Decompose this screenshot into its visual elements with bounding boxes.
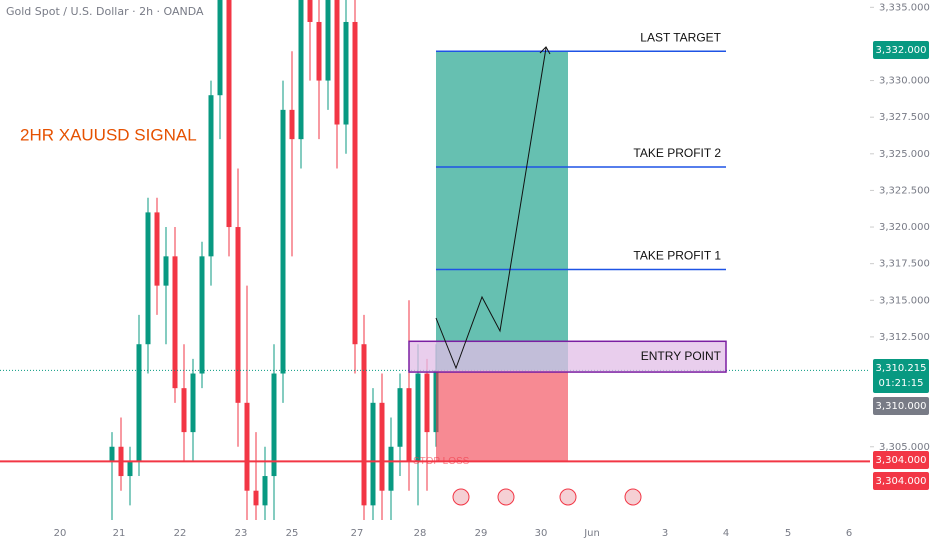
candle-body bbox=[136, 344, 142, 462]
candle-body bbox=[190, 373, 196, 433]
stop-loss-label: STOP LOSS bbox=[413, 456, 470, 467]
candle-body bbox=[406, 388, 412, 462]
y-tick-label: 3,320.000 bbox=[879, 222, 930, 233]
candle-body bbox=[379, 402, 385, 491]
candle-body bbox=[271, 373, 277, 477]
y-tick-label: 3,315.000 bbox=[879, 295, 930, 306]
target-label: LAST TARGET bbox=[640, 30, 721, 44]
price-tag bbox=[873, 472, 929, 490]
price-tag-label: 3,304.000 bbox=[876, 455, 927, 466]
x-tick-label: 28 bbox=[414, 528, 427, 539]
candle-body bbox=[262, 476, 268, 506]
candle-body bbox=[280, 109, 286, 374]
candle-body bbox=[253, 490, 259, 506]
price-tag-label: 3,304.000 bbox=[876, 476, 927, 487]
price-tag bbox=[873, 397, 929, 415]
candle-body bbox=[325, 0, 331, 81]
candle-body bbox=[109, 446, 115, 462]
candle-body bbox=[208, 95, 214, 257]
profit-zone bbox=[436, 51, 568, 371]
x-tick-label: 6 bbox=[846, 528, 852, 539]
x-tick-label: 27 bbox=[351, 528, 364, 539]
candles bbox=[109, 0, 439, 520]
price-tag-label: 3,332.000 bbox=[876, 45, 927, 56]
projection-path bbox=[435, 47, 547, 370]
x-tick-label: Jun bbox=[583, 528, 600, 539]
candle-body bbox=[415, 373, 421, 462]
arrow-head bbox=[539, 46, 551, 55]
price-tag bbox=[873, 359, 929, 393]
candle-body bbox=[334, 0, 340, 125]
target-label: TAKE PROFIT 1 bbox=[633, 249, 721, 263]
candle-body bbox=[181, 388, 187, 433]
candle-body bbox=[226, 0, 232, 228]
y-tick-label: 3,317.500 bbox=[879, 259, 930, 270]
candle-body bbox=[127, 461, 133, 477]
x-tick-label: 25 bbox=[286, 528, 299, 539]
chart-title: Gold Spot / U.S. Dollar · 2h · OANDA bbox=[6, 5, 204, 18]
x-tick-label: 5 bbox=[785, 528, 791, 539]
candle-body bbox=[145, 212, 151, 345]
x-tick-label: 22 bbox=[174, 528, 187, 539]
candle-body bbox=[343, 21, 349, 125]
y-tick-label: 3,327.500 bbox=[879, 112, 930, 123]
x-tick-label: 3 bbox=[662, 528, 668, 539]
y-tick-label: 3,322.500 bbox=[879, 185, 930, 196]
entry-label: ENTRY POINT bbox=[641, 349, 722, 363]
candle-body bbox=[244, 402, 250, 491]
candle-body bbox=[289, 109, 295, 140]
candle-body bbox=[235, 227, 241, 403]
candle-body bbox=[316, 21, 322, 81]
loss-zone bbox=[436, 370, 568, 462]
candle-body bbox=[154, 212, 160, 286]
candle-body bbox=[361, 344, 367, 506]
candle-body bbox=[172, 256, 178, 389]
candle-body bbox=[163, 256, 169, 286]
candle-body bbox=[424, 373, 430, 433]
x-tick-label: 21 bbox=[113, 528, 126, 539]
price-tag-label: 3,310.215 bbox=[876, 363, 927, 374]
target-label: TAKE PROFIT 2 bbox=[633, 146, 721, 160]
candle-body bbox=[388, 446, 394, 491]
candle-body bbox=[370, 402, 376, 506]
candle-body bbox=[217, 0, 223, 96]
candle-body bbox=[307, 0, 313, 22]
candle-body bbox=[199, 256, 205, 374]
entry-box bbox=[408, 340, 727, 373]
countdown-label: 01:21:15 bbox=[879, 378, 924, 389]
candle-body bbox=[397, 388, 403, 447]
y-tick-label: 3,335.000 bbox=[879, 2, 930, 13]
price-tag bbox=[873, 451, 929, 469]
y-tick-label: 3,325.000 bbox=[879, 149, 930, 160]
x-tick-label: 20 bbox=[54, 528, 67, 539]
candle-body bbox=[298, 0, 304, 140]
x-tick-label: 29 bbox=[475, 528, 488, 539]
event-flags bbox=[452, 488, 642, 506]
signal-title: 2HR XAUUSD SIGNAL bbox=[20, 125, 197, 144]
x-tick-label: 4 bbox=[723, 528, 729, 539]
y-tick-label: 3,330.000 bbox=[879, 76, 930, 87]
price-tag bbox=[873, 41, 929, 59]
y-tick-label: 3,312.500 bbox=[879, 332, 930, 343]
x-tick-label: 23 bbox=[235, 528, 248, 539]
y-tick-label: 3,305.000 bbox=[879, 442, 930, 453]
x-tick-label: 30 bbox=[535, 528, 548, 539]
price-tag-label: 3,310.000 bbox=[876, 401, 927, 412]
candle-body bbox=[352, 21, 358, 345]
